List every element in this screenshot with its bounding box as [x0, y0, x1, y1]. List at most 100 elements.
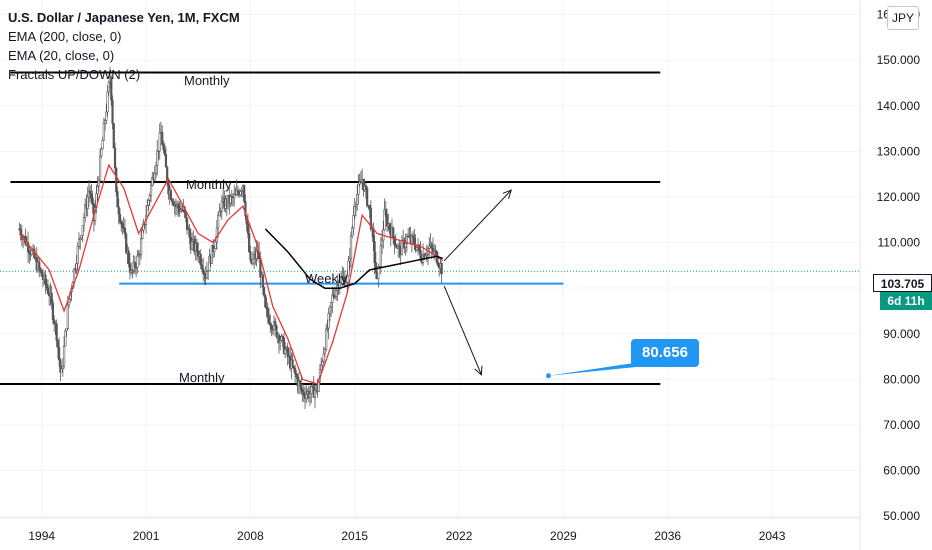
candle-body: [356, 193, 359, 205]
candle-body: [200, 264, 204, 270]
candle-body: [130, 270, 133, 273]
y-tick-label: 80.000: [883, 372, 920, 386]
candle-body: [369, 207, 372, 230]
candle-body: [229, 196, 232, 204]
candle-body: [106, 91, 109, 113]
candle-body: [138, 253, 141, 256]
candle-body: [243, 185, 246, 202]
arrow-up-head: [502, 189, 513, 199]
time-axis[interactable]: 1994 2001 2008 2015 2022 2029 2036 2043: [0, 517, 860, 543]
indicator-fractals[interactable]: Fractals UP/DOWN (2): [8, 67, 141, 82]
candle-body: [410, 235, 413, 243]
candle-body: [327, 313, 330, 329]
candle-body: [346, 275, 349, 283]
x-tick-label: 2022: [446, 529, 473, 543]
candle-body: [394, 244, 397, 247]
candle-body: [282, 337, 286, 354]
candle-body: [39, 268, 42, 272]
candle-body: [118, 213, 122, 222]
symbol-title[interactable]: U.S. Dollar / Japanese Yen, 1M, FXCM: [8, 10, 240, 25]
candle-body: [294, 367, 297, 375]
candle-body: [348, 258, 351, 262]
candle-body: [248, 233, 251, 252]
candle-body: [50, 292, 53, 304]
candle-body: [62, 345, 66, 367]
candle-body: [136, 255, 139, 268]
candle-body: [146, 205, 149, 217]
candle-body: [267, 315, 271, 324]
y-tick-label: 110.000: [878, 236, 921, 250]
candle-body: [320, 364, 323, 370]
candle-body: [169, 190, 173, 200]
candle-body: [249, 251, 252, 261]
candle-body: [305, 394, 308, 399]
candle-body: [75, 263, 78, 270]
candle-body: [295, 373, 298, 378]
candle-body: [133, 261, 136, 268]
candle-body: [102, 123, 105, 141]
drawn-horizontal-lines[interactable]: [0, 71, 661, 385]
target-price-callout[interactable]: 80.656: [631, 339, 699, 367]
candle-body: [60, 368, 63, 373]
candle-body: [302, 391, 305, 397]
candle-body: [116, 191, 119, 208]
candle-body: [270, 324, 273, 330]
candle-body: [46, 287, 50, 294]
candle-body: [163, 149, 166, 155]
candle-body: [388, 223, 391, 230]
candle-body: [197, 251, 200, 257]
candle-body: [58, 346, 61, 361]
candle-body: [162, 144, 165, 150]
y-tick-label: 50.000: [883, 509, 920, 523]
indicator-ema-200[interactable]: EMA (200, close, 0): [8, 29, 122, 44]
candle-body: [44, 274, 47, 285]
candle-body: [374, 262, 377, 273]
candle-body: [77, 239, 81, 247]
candle-body: [148, 195, 151, 201]
candle-body: [366, 188, 369, 207]
candle-body: [428, 245, 431, 249]
arrow-up-shaft[interactable]: [443, 189, 512, 262]
candle-body: [101, 139, 104, 150]
arrow-down-shaft[interactable]: [443, 285, 482, 376]
candle-body: [97, 180, 100, 187]
candle-body: [84, 204, 87, 218]
candle-body: [280, 335, 283, 341]
candle-body: [236, 190, 240, 194]
candle-body: [74, 268, 77, 271]
candle-body: [262, 287, 266, 296]
indicator-ema-20[interactable]: EMA (20, close, 0): [8, 48, 115, 63]
candle-body: [154, 165, 158, 174]
projection-arrows[interactable]: [443, 189, 513, 376]
candle-body: [269, 323, 272, 326]
candle-body: [96, 186, 99, 194]
x-tick-label: 2008: [237, 529, 264, 543]
ema-200-path: [264, 228, 443, 289]
candle-body: [325, 328, 328, 350]
currency-button[interactable]: JPY: [887, 6, 919, 30]
candle-body: [321, 361, 324, 366]
candle-body: [405, 235, 408, 244]
candle-body: [436, 261, 440, 266]
label-monthly-79: Monthly: [179, 370, 225, 385]
candle-body: [30, 250, 33, 255]
candle-body: [131, 269, 134, 272]
candle-body: [115, 167, 118, 192]
candle-body: [368, 204, 371, 209]
candle-body: [343, 277, 346, 286]
candle-body: [51, 302, 55, 321]
candle-body: [383, 209, 386, 231]
candle-body: [210, 245, 213, 264]
candle-body: [419, 250, 422, 259]
candle-body: [135, 267, 138, 269]
x-tick-label: 2015: [341, 529, 368, 543]
candle-body: [323, 349, 327, 355]
label-weekly-101: Weekly: [305, 271, 348, 286]
candle-body: [53, 319, 56, 325]
candle-body: [266, 308, 269, 317]
current-price-tag: 103.705: [873, 274, 932, 292]
candle-body: [105, 111, 108, 121]
candle-body: [393, 236, 396, 246]
candle-body: [291, 359, 294, 367]
candle-body: [139, 238, 143, 255]
